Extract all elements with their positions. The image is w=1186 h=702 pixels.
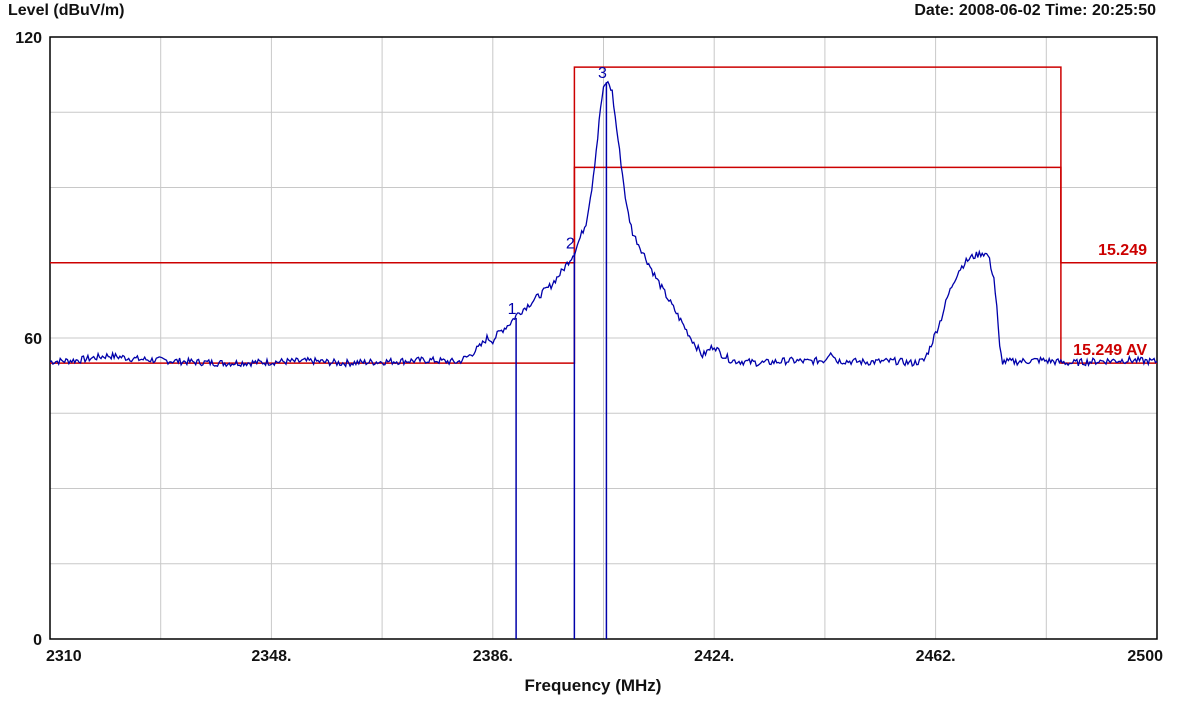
- limit-line-label: 15.249: [1098, 242, 1147, 259]
- x-tick-label: 2424.: [694, 648, 734, 665]
- x-axis-label: Frequency (MHz): [524, 676, 662, 695]
- marker-label: 2: [566, 236, 575, 253]
- x-tick-label: 2462.: [916, 648, 956, 665]
- limit-line-label: 15.249 AV: [1073, 342, 1147, 359]
- y-axis-label: Level (dBuV/m): [8, 2, 125, 19]
- x-tick-label: 2310: [46, 648, 82, 665]
- limit-line: [50, 166, 1157, 364]
- y-tick-label: 120: [15, 30, 42, 47]
- date-time-stamp: Date: 2008-06-02 Time: 20:25:50: [914, 2, 1156, 19]
- x-tick-label: 2386.: [473, 648, 513, 665]
- y-tick-label: 0: [33, 632, 42, 649]
- limit-line: [50, 66, 1157, 264]
- x-tick-label: 2348.: [251, 648, 291, 665]
- x-tick-label: 2500: [1127, 648, 1163, 665]
- trace-line: [49, 80, 1158, 368]
- plot-frame: [49, 36, 1158, 640]
- y-tick-label: 60: [24, 331, 42, 348]
- marker-label: 3: [598, 65, 607, 82]
- marker-label: 1: [508, 301, 517, 318]
